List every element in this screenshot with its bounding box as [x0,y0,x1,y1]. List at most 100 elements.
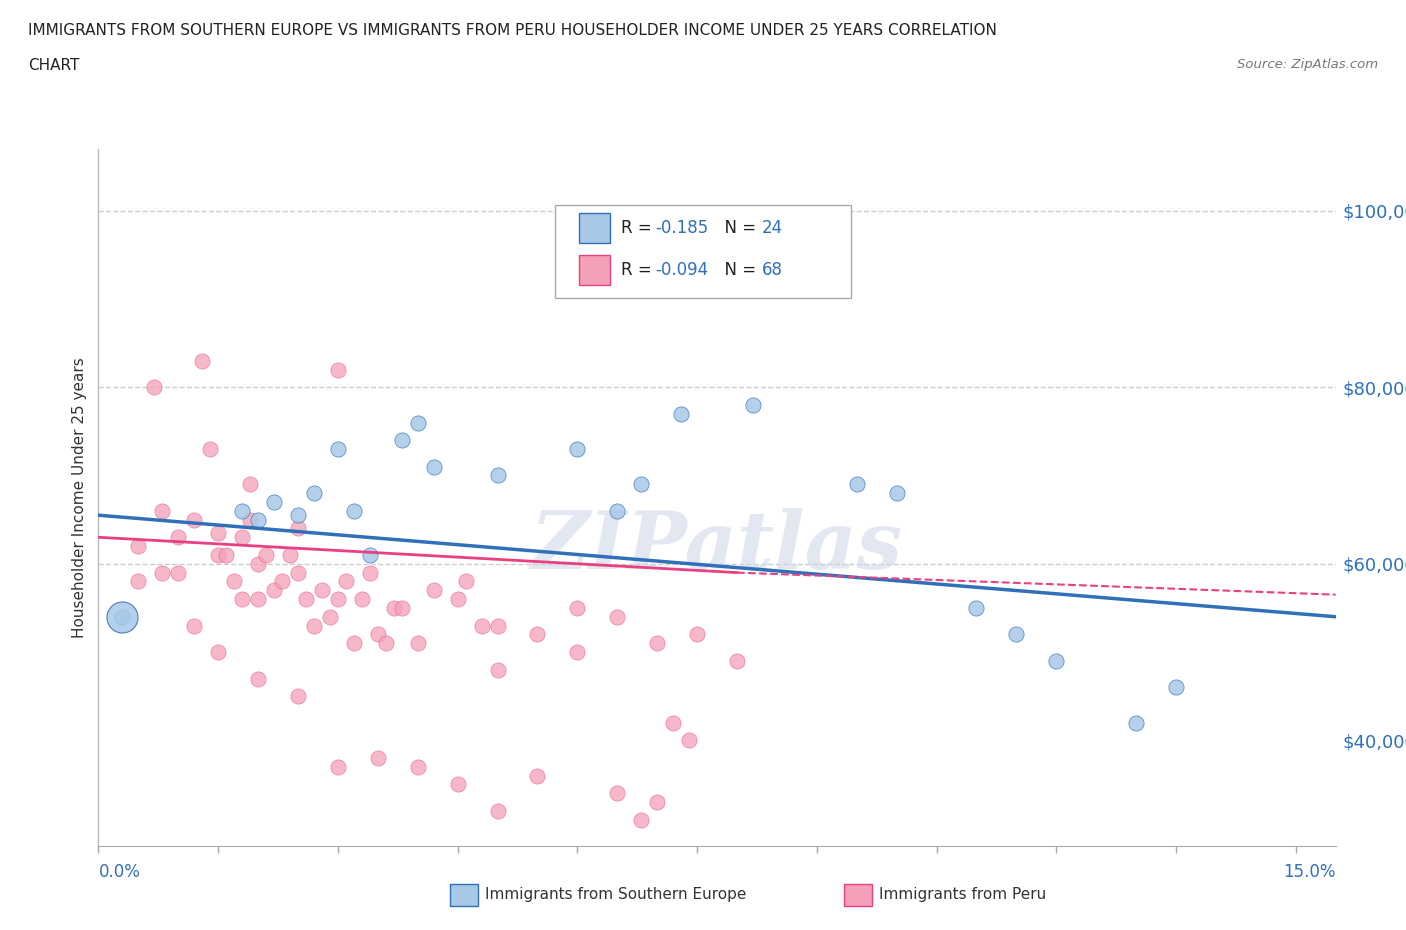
Point [1164,680,1187,695]
Point [254,548,277,563]
Point [725,654,748,669]
Point [446,591,468,606]
Point [111,609,134,624]
Point [486,804,509,818]
Point [686,627,709,642]
Point [645,636,668,651]
Text: Immigrants from Peru: Immigrants from Peru [879,887,1046,902]
Point [391,432,413,447]
Point [966,601,988,616]
Point [742,397,765,412]
Point [215,548,238,563]
Point [454,574,477,589]
Point [224,574,246,589]
Point [239,477,262,492]
Text: ZIPatlas: ZIPatlas [531,508,903,585]
Point [486,618,509,633]
Text: R =: R = [621,219,658,237]
Point [335,574,357,589]
Point [263,583,285,598]
Text: R =: R = [621,261,658,279]
Point [446,777,468,792]
Point [367,627,389,642]
Point [630,477,652,492]
Point [662,715,685,730]
Point [343,636,366,651]
Point [263,495,285,510]
Text: -0.185: -0.185 [655,219,709,237]
Point [278,548,301,563]
Point [231,530,253,545]
Point [167,565,190,580]
Text: 68: 68 [762,261,783,279]
Point [287,565,309,580]
Point [1045,654,1067,669]
Point [406,636,429,651]
Point [207,644,229,659]
Point [422,459,444,474]
Point [367,751,389,765]
Point [302,618,325,633]
Point [191,353,214,368]
Point [111,609,134,624]
Point [606,786,628,801]
Point [567,601,589,616]
Point [127,574,149,589]
Point [326,442,349,457]
Point [302,485,325,500]
Point [247,591,270,606]
Point [350,591,373,606]
Point [127,538,149,553]
Point [207,525,229,540]
Point [167,530,190,545]
Text: Source: ZipAtlas.com: Source: ZipAtlas.com [1237,58,1378,71]
Point [486,662,509,677]
Point [247,556,270,571]
Point [326,362,349,377]
Point [183,618,205,633]
Point [198,442,221,457]
Point [526,627,548,642]
Point [567,442,589,457]
Point [678,733,700,748]
Text: Immigrants from Southern Europe: Immigrants from Southern Europe [485,887,747,902]
Point [231,591,253,606]
Text: 0.0%: 0.0% [98,863,141,882]
Point [526,768,548,783]
Point [406,415,429,430]
Point [207,548,229,563]
Point [287,521,309,536]
Point [422,583,444,598]
Point [239,512,262,527]
Point [406,760,429,775]
Point [247,512,270,527]
Point [150,565,173,580]
Point [287,508,309,523]
Point [143,379,166,394]
Point [287,689,309,704]
Text: IMMIGRANTS FROM SOUTHERN EUROPE VS IMMIGRANTS FROM PERU HOUSEHOLDER INCOME UNDER: IMMIGRANTS FROM SOUTHERN EUROPE VS IMMIG… [28,23,997,38]
Point [606,503,628,518]
Point [359,565,381,580]
Point [311,583,333,598]
Point [359,548,381,563]
Point [645,795,668,810]
Point [295,591,318,606]
Point [1005,627,1028,642]
Point [1125,715,1147,730]
Point [183,512,205,527]
Text: N =: N = [714,219,762,237]
Point [486,468,509,483]
Point [231,503,253,518]
Text: CHART: CHART [28,58,80,73]
Text: 24: 24 [762,219,783,237]
Point [391,601,413,616]
Text: -0.094: -0.094 [655,261,709,279]
Point [382,601,405,616]
Point [271,574,294,589]
Point [326,591,349,606]
Text: 15.0%: 15.0% [1284,863,1336,882]
Point [247,671,270,686]
Point [471,618,494,633]
Point [343,503,366,518]
